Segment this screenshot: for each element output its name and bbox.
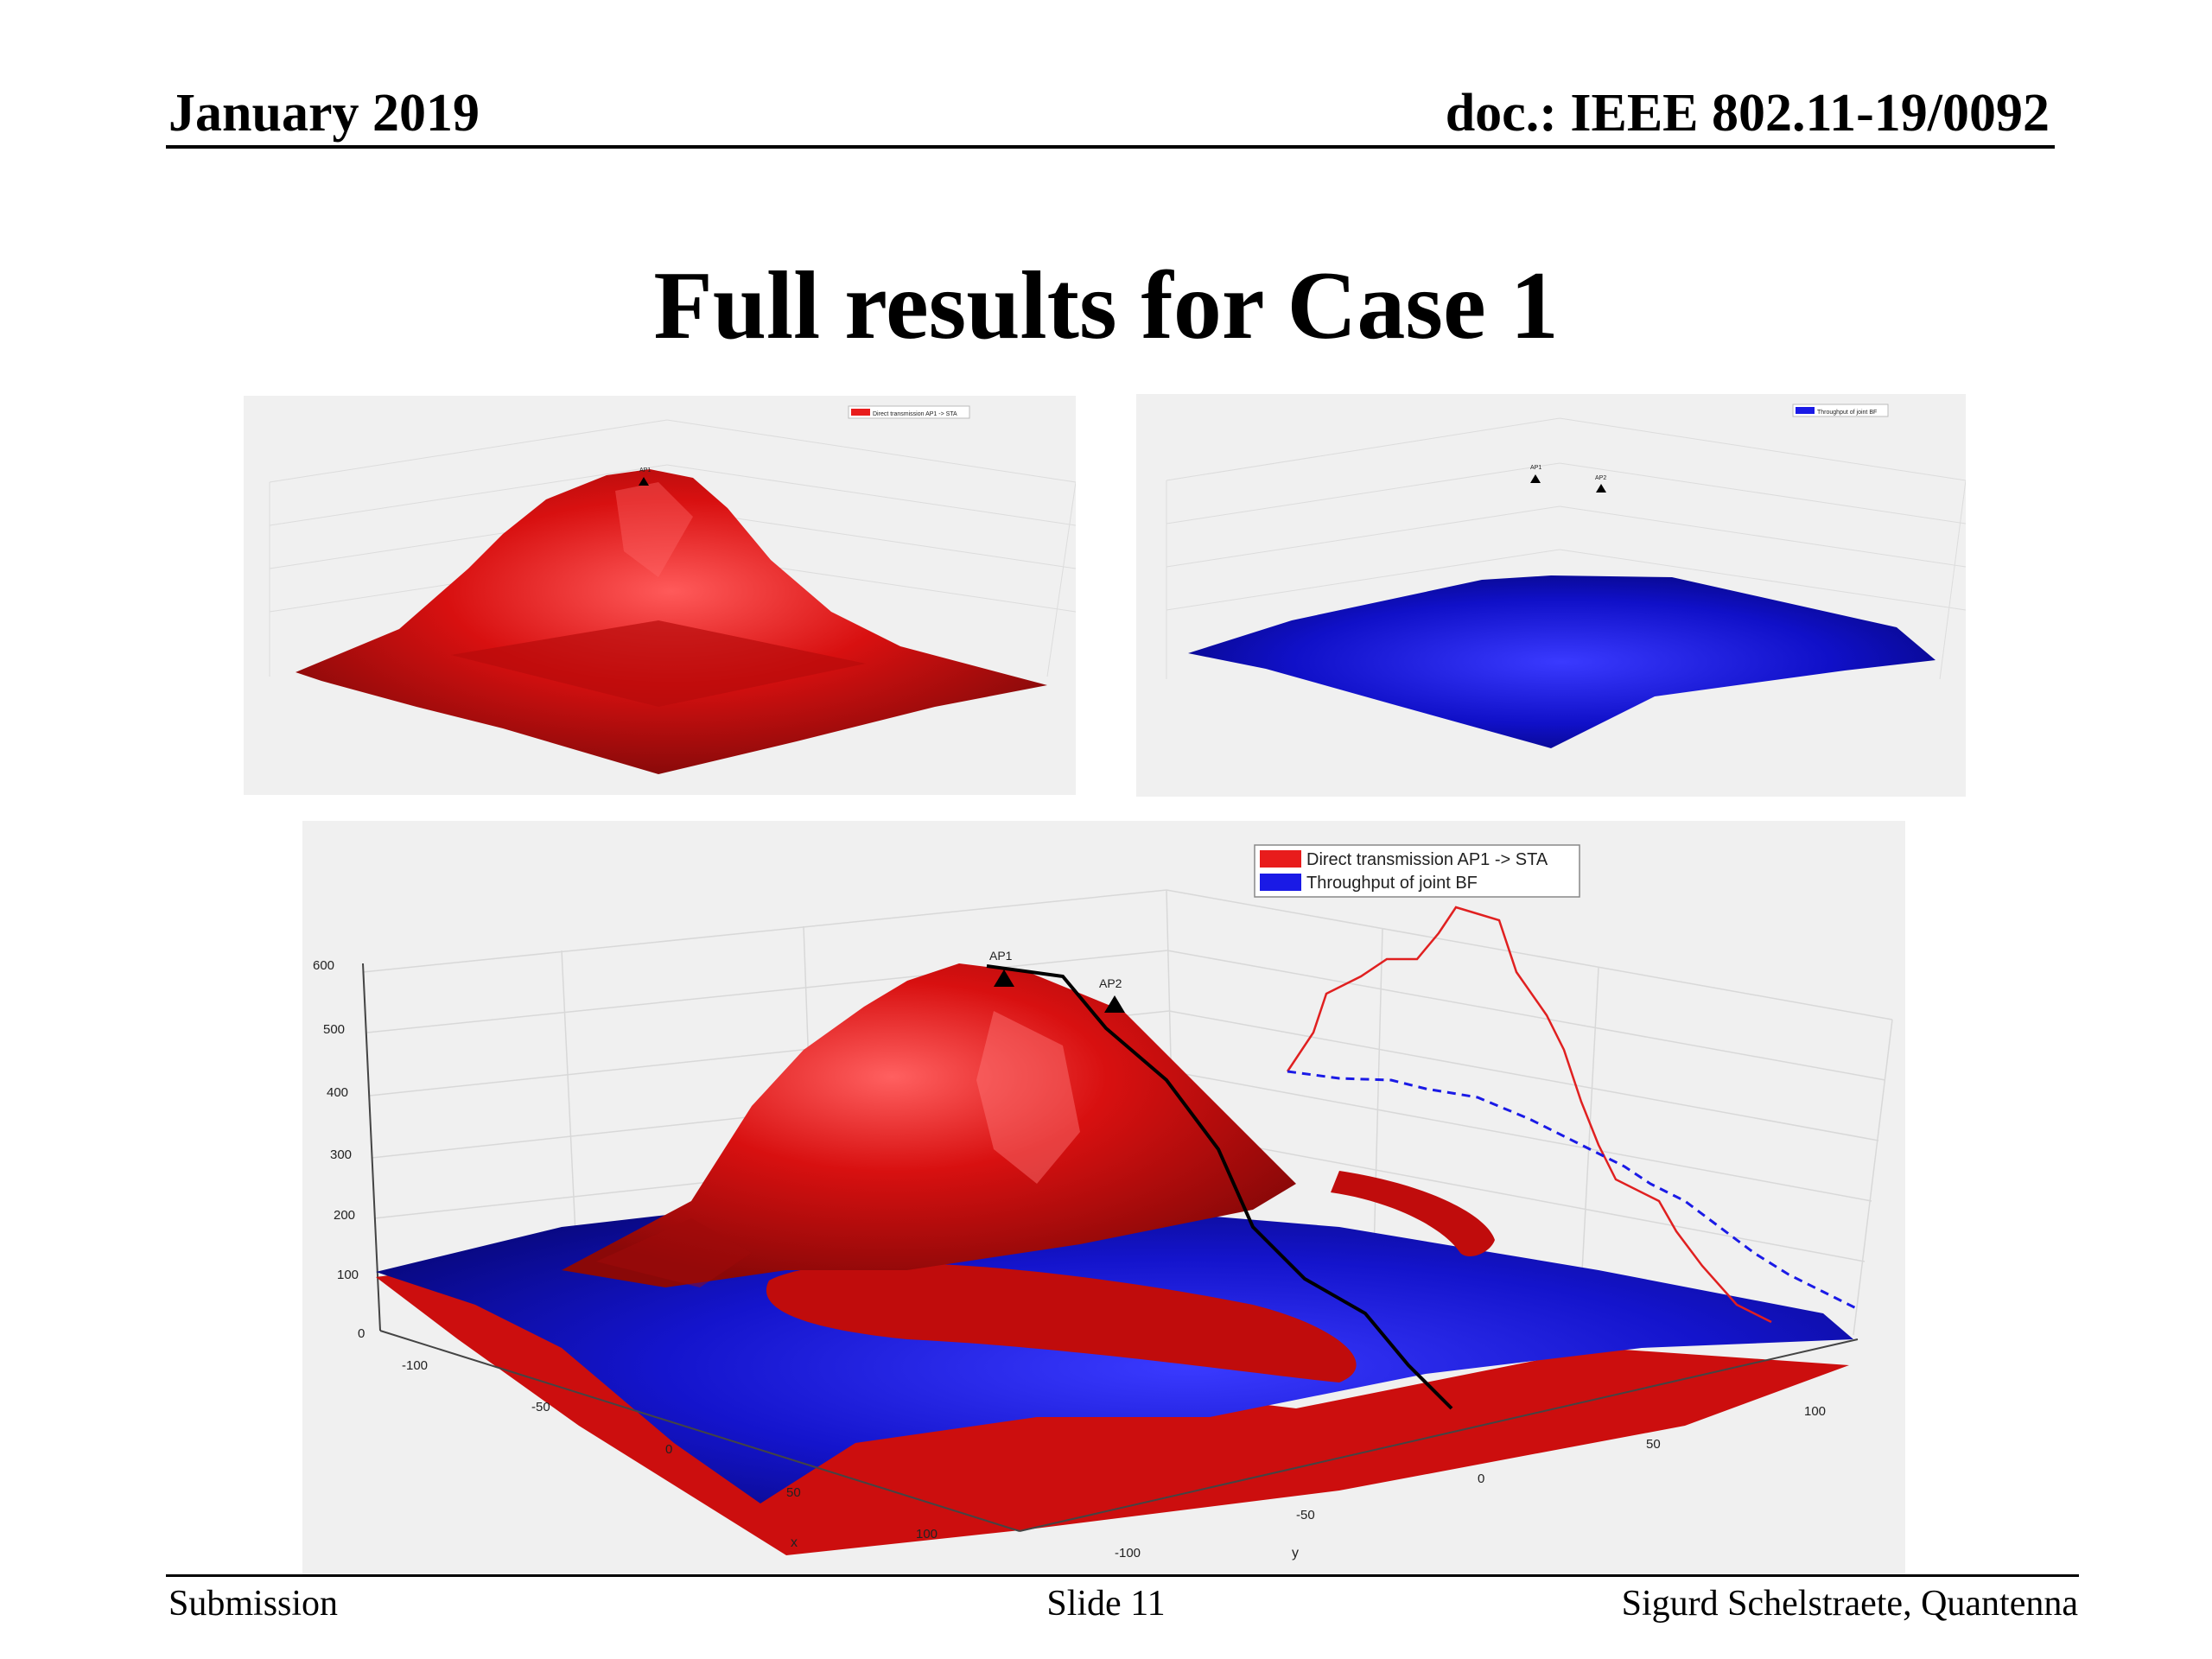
z-tick-300: 300 [330, 1147, 352, 1162]
y-axis-ticks: -100 -50 0 50 100 y [1115, 1404, 1826, 1560]
grid-lines [1166, 417, 1966, 680]
legend-box [1254, 844, 1580, 898]
z-tick-600: 600 [313, 958, 334, 973]
figure-combined-plot: 600 500 400 300 200 100 0 AP1 AP2 [313, 844, 1893, 1560]
legend: Direct transmission AP1 -> STA Throughpu… [1254, 844, 1580, 898]
ap1-label: AP1 [1530, 465, 1541, 471]
x-axis-label: x [791, 1535, 798, 1550]
z-tick-400: 400 [327, 1085, 348, 1100]
x-tick-100: 100 [916, 1527, 938, 1541]
figure-combined: 600 500 400 300 200 100 0 AP1 AP2 [302, 821, 1905, 1574]
cut-line [986, 964, 1453, 1410]
legend-swatch-blue [1796, 407, 1815, 414]
y-tick-0: 0 [1478, 1471, 1484, 1486]
footer-slide-number: Slide 11 [1046, 1584, 1166, 1624]
ap2-marker [1104, 995, 1125, 1013]
legend-label-jointbf: Throughput of joint BF [1306, 874, 1478, 893]
direct-transmission-peak [562, 963, 1296, 1287]
y-tick-50: 50 [1646, 1437, 1661, 1452]
header-date: January 2019 [168, 84, 480, 143]
joint-bf-profile [1287, 1070, 1859, 1311]
z-tick-500: 500 [323, 1022, 345, 1037]
legend-swatch-red [851, 409, 870, 416]
legend-label-direct: Direct transmission AP1 -> STA [1306, 850, 1548, 869]
ap1-marker [994, 969, 1014, 987]
legend-box [848, 405, 970, 419]
z-axis-ticks: 600 500 400 300 200 100 0 [313, 958, 365, 1341]
direct-transmission-profile [1286, 906, 1772, 1324]
ap1-label: AP1 [989, 949, 1013, 963]
figure-direct-transmission-plot: AP1 Direct transmission AP1 -> STA [269, 405, 1076, 774]
ap2-marker [1596, 484, 1606, 493]
slide-title: Full results for Case 1 [653, 252, 1559, 359]
ap2-label: AP2 [1099, 976, 1122, 990]
legend-swatch-red [1260, 850, 1301, 868]
legend-swatch-blue [1260, 874, 1301, 891]
y-tick-neg50: -50 [1296, 1508, 1315, 1522]
y-tick-neg100: -100 [1115, 1546, 1141, 1560]
figure-joint-bf: AP1 AP2 Throughput of joint BF [1136, 394, 1966, 797]
z-tick-100: 100 [337, 1268, 359, 1282]
figure-direct-transmission: AP1 Direct transmission AP1 -> STA [244, 396, 1076, 795]
ap1-label: AP1 [639, 467, 651, 474]
footer-divider [166, 1574, 2079, 1577]
z-tick-0: 0 [358, 1326, 365, 1341]
y-axis-label: y [1292, 1546, 1299, 1560]
ap1-marker [1530, 474, 1541, 483]
ap1-marker [639, 477, 649, 486]
x-tick-neg100: -100 [402, 1358, 428, 1373]
ap2-label: AP2 [1595, 475, 1606, 481]
direct-transmission-ring [766, 1262, 1357, 1382]
figure-joint-bf-plot: AP1 AP2 Throughput of joint BF [1166, 404, 1966, 748]
legend-box [1792, 404, 1889, 417]
joint-bf-surface [1188, 575, 1936, 748]
footer-author: Sigurd Schelstraete, Quantenna [1621, 1584, 2078, 1624]
z-axis [362, 963, 381, 1332]
x-axis-ticks: -100 -50 0 50 100 x [402, 1358, 938, 1550]
direct-transmission-surface [296, 469, 1047, 774]
header-divider [166, 145, 2055, 149]
x-tick-0: 0 [665, 1442, 672, 1457]
legend-label: Throughput of joint BF [1817, 410, 1877, 416]
x-axis [379, 1330, 1020, 1532]
legend-label: Direct transmission AP1 -> STA [873, 411, 957, 417]
x-tick-50: 50 [786, 1485, 801, 1500]
z-tick-200: 200 [334, 1208, 355, 1223]
header-doc-id: doc.: IEEE 802.11-19/0092 [1445, 84, 2050, 143]
y-axis [1019, 1338, 1859, 1532]
y-tick-100: 100 [1804, 1404, 1826, 1419]
footer-submission: Submission [168, 1584, 339, 1624]
x-tick-neg50: -50 [531, 1400, 550, 1414]
